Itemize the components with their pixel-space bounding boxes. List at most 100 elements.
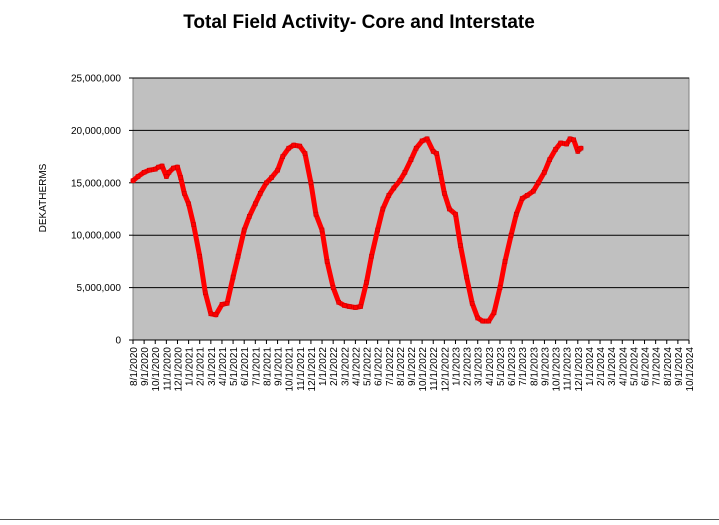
x-tick-label: 12/1/2022 <box>440 347 451 392</box>
x-tick-label: 3/1/2024 <box>607 347 618 386</box>
x-tick-label: 6/1/2024 <box>641 347 652 386</box>
x-tick-label: 7/1/2021 <box>251 347 262 386</box>
x-axis: 8/1/2020 9/1/2020 10/1/2020 11/1/2020 12/1/2… <box>129 339 696 392</box>
x-tick-label: 9/1/2021 <box>274 347 285 386</box>
plot-area <box>132 77 690 341</box>
data-point <box>424 136 430 142</box>
x-tick-label: 4/1/2023 <box>485 347 496 386</box>
data-point <box>208 311 214 317</box>
x-tick-label: 2/1/2021 <box>196 347 207 386</box>
data-point <box>302 151 308 156</box>
data-point <box>291 142 297 148</box>
data-point <box>578 145 584 151</box>
data-point <box>313 211 319 217</box>
data-point <box>341 303 347 308</box>
x-tick-label: 10/1/2022 <box>418 347 429 392</box>
x-tick-label: 1/1/2021 <box>185 347 196 386</box>
data-point <box>141 170 147 175</box>
x-tick-label: 8/1/2020 <box>129 347 140 386</box>
x-tick-label: 11/1/2021 <box>296 347 307 391</box>
data-point <box>564 141 570 147</box>
x-tick-label: 4/1/2022 <box>351 347 362 386</box>
x-tick-label: 4/1/2021 <box>218 347 229 386</box>
data-point <box>369 253 374 259</box>
x-tick-label: 12/1/2020 <box>173 347 184 392</box>
data-point <box>413 145 419 151</box>
data-point <box>130 178 136 183</box>
x-tick-label: 1/1/2024 <box>585 347 596 386</box>
data-point <box>508 232 514 238</box>
data-point <box>280 154 286 159</box>
x-tick-label: 8/1/2023 <box>529 347 540 386</box>
x-tick-label: 5/1/2024 <box>629 347 640 386</box>
data-point <box>286 145 292 151</box>
x-tick-label: 8/1/2022 <box>396 347 407 386</box>
data-point <box>386 193 392 198</box>
x-tick-label: 8/1/2024 <box>663 347 674 386</box>
bottom-border <box>0 519 719 520</box>
x-tick-label: 10/1/2020 <box>151 347 162 392</box>
data-point <box>182 191 187 196</box>
data-point <box>547 157 552 162</box>
x-tick-label: 12/1/2023 <box>574 347 585 392</box>
x-tick-label: 12/1/2021 <box>307 347 318 392</box>
data-point <box>402 170 408 175</box>
data-point <box>469 300 475 306</box>
y-axis: 0 5,000,000 10,000,000 15,000,000 20,000,000… <box>71 74 133 347</box>
data-point <box>491 310 497 316</box>
y-tick-label: 10,000,000 <box>71 231 121 242</box>
y-axis-label: DEKATHERMS <box>38 163 49 232</box>
x-tick-label: 1/1/2023 <box>451 347 462 386</box>
data-point <box>197 253 202 259</box>
data-point <box>364 280 369 285</box>
data-point <box>558 140 563 146</box>
data-point <box>391 185 397 191</box>
x-tick-label: 5/1/2022 <box>363 347 374 386</box>
data-point <box>375 227 380 233</box>
x-tick-label: 7/1/2023 <box>518 347 529 386</box>
data-point <box>434 151 439 156</box>
data-point <box>135 174 141 179</box>
data-point <box>253 201 258 207</box>
data-point <box>442 191 447 196</box>
data-point <box>530 188 536 194</box>
x-tick-label: 3/1/2023 <box>474 347 485 386</box>
data-point <box>159 163 165 169</box>
data-point <box>502 259 508 264</box>
data-point <box>453 211 458 217</box>
data-point <box>319 227 325 233</box>
x-tick-label: 5/1/2021 <box>229 347 240 386</box>
data-point <box>235 253 241 259</box>
data-point <box>480 318 486 324</box>
x-tick-label: 6/1/2022 <box>374 347 385 386</box>
data-point <box>408 157 414 162</box>
data-point <box>275 167 280 173</box>
data-point <box>175 164 180 170</box>
data-point <box>247 214 252 219</box>
data-point <box>330 285 336 290</box>
x-tick-label: 9/1/2022 <box>407 347 418 386</box>
data-point <box>264 180 269 186</box>
x-tick-label: 5/1/2023 <box>496 347 507 386</box>
y-tick-label: 25,000,000 <box>71 74 121 85</box>
data-point <box>419 138 425 144</box>
x-tick-label: 11/1/2023 <box>563 347 574 391</box>
data-point <box>458 243 463 248</box>
data-point <box>164 174 169 179</box>
x-tick-label: 2/1/2022 <box>329 347 340 386</box>
x-tick-label: 8/1/2021 <box>262 347 273 386</box>
data-point <box>519 196 525 201</box>
data-point <box>353 305 358 310</box>
data-point <box>186 201 191 207</box>
series-line <box>130 136 584 324</box>
data-point <box>397 178 403 183</box>
data-point <box>191 222 196 227</box>
data-point <box>171 165 176 171</box>
x-tick-label: 1/1/2022 <box>318 347 329 386</box>
data-point <box>257 191 263 196</box>
data-point <box>203 290 208 296</box>
x-tick-label: 10/1/2024 <box>685 347 696 392</box>
data-point <box>346 304 352 309</box>
x-tick-label: 11/1/2020 <box>162 347 173 391</box>
